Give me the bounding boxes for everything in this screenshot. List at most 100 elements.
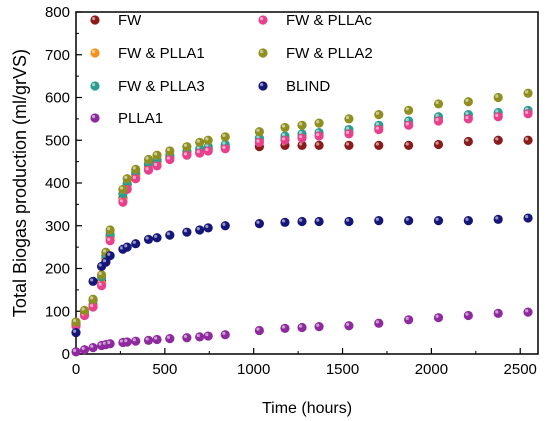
- data-point: [182, 227, 192, 237]
- data-point-highlight: [299, 324, 303, 328]
- data-point: [195, 332, 205, 342]
- data-point: [96, 270, 107, 280]
- data-point-highlight: [405, 142, 409, 146]
- data-point-highlight: [465, 312, 469, 316]
- y-tick-label: 400: [45, 175, 70, 192]
- data-point-highlight: [375, 111, 379, 115]
- data-point-highlight: [166, 232, 171, 236]
- data-point: [105, 225, 115, 235]
- data-point-highlight: [495, 216, 499, 220]
- y-tick-label: 100: [45, 303, 70, 320]
- data-point: [165, 146, 175, 156]
- data-point: [344, 216, 354, 227]
- data-point-highlight: [107, 252, 111, 256]
- data-point: [374, 124, 384, 135]
- data-point: [433, 99, 444, 109]
- data-point-highlight: [81, 307, 85, 311]
- data-point: [143, 234, 154, 245]
- data-point-highlight: [435, 118, 439, 122]
- data-point-highlight: [405, 316, 409, 320]
- data-point-highlight: [495, 137, 499, 141]
- data-point-highlight: [525, 137, 529, 141]
- data-point-highlight: [73, 318, 77, 323]
- data-point-highlight: [107, 340, 111, 344]
- data-point: [71, 317, 81, 327]
- data-point-highlight: [435, 113, 439, 117]
- data-point: [182, 150, 192, 160]
- data-point: [88, 276, 98, 286]
- data-point-highlight: [299, 122, 303, 126]
- legend-item: FW & PLLA2: [258, 45, 373, 62]
- y-tick-label: 800: [45, 4, 70, 21]
- legend-marker-highlight: [260, 83, 264, 87]
- data-point: [344, 321, 354, 331]
- data-point-highlight: [196, 139, 200, 143]
- data-point-highlight: [495, 94, 499, 98]
- data-point-highlight: [256, 327, 260, 331]
- data-point-highlight: [299, 218, 303, 222]
- data-point-highlight: [145, 236, 149, 240]
- data-point: [433, 116, 444, 126]
- data-point-highlight: [525, 110, 529, 114]
- data-point-highlight: [196, 333, 200, 338]
- data-points: [71, 88, 533, 357]
- data-point: [122, 174, 132, 184]
- data-point: [297, 322, 307, 333]
- data-point-highlight: [183, 334, 188, 338]
- data-point-highlight: [375, 320, 379, 324]
- data-point-highlight: [256, 220, 260, 224]
- data-point-highlight: [102, 249, 107, 253]
- data-point: [195, 148, 205, 158]
- data-point-highlight: [281, 219, 286, 223]
- legend-marker-highlight: [92, 50, 96, 54]
- data-point-highlight: [205, 333, 209, 337]
- data-point: [463, 216, 473, 226]
- data-point-highlight: [205, 137, 209, 141]
- data-point-highlight: [73, 329, 77, 333]
- data-point-highlight: [183, 152, 188, 156]
- series-fw: [71, 135, 533, 329]
- data-point: [314, 216, 324, 227]
- y-tick-label: 0: [62, 346, 70, 363]
- data-point-highlight: [98, 271, 102, 276]
- data-point: [131, 164, 141, 174]
- x-axis-title: Time (hours): [262, 400, 352, 417]
- data-point: [493, 112, 503, 122]
- data-point-highlight: [90, 296, 94, 300]
- data-point: [195, 137, 205, 147]
- data-point: [374, 216, 384, 226]
- data-point-highlight: [375, 122, 379, 126]
- data-point: [404, 120, 414, 130]
- x-tick-label: 1500: [326, 361, 359, 378]
- data-point: [433, 216, 444, 226]
- data-point: [105, 339, 115, 349]
- legend-marker-highlight: [92, 83, 96, 87]
- data-point: [523, 109, 533, 119]
- data-point-highlight: [345, 130, 350, 135]
- data-point-highlight: [183, 143, 188, 147]
- data-point-highlight: [345, 115, 350, 120]
- data-point: [493, 92, 503, 103]
- legend-marker-highlight: [260, 17, 264, 21]
- data-point: [122, 337, 132, 347]
- data-point: [433, 313, 444, 323]
- data-point-highlight: [345, 126, 350, 130]
- data-point-highlight: [465, 98, 469, 102]
- data-point: [203, 331, 213, 341]
- data-point-highlight: [525, 309, 529, 313]
- data-point: [523, 307, 533, 317]
- data-point-highlight: [465, 115, 469, 120]
- data-point: [374, 318, 384, 328]
- data-point-highlight: [102, 259, 107, 263]
- data-point-highlight: [119, 186, 124, 190]
- series-fw-pllac: [71, 109, 533, 331]
- data-point-highlight: [90, 303, 94, 308]
- data-point-highlight: [119, 199, 124, 203]
- data-point: [152, 161, 162, 171]
- series-fw-plla2: [71, 88, 533, 327]
- data-point-highlight: [405, 118, 409, 122]
- data-point-highlight: [345, 218, 350, 222]
- legend-label: PLLA1: [118, 110, 163, 127]
- legend-marker: [90, 15, 100, 25]
- data-point: [280, 135, 290, 145]
